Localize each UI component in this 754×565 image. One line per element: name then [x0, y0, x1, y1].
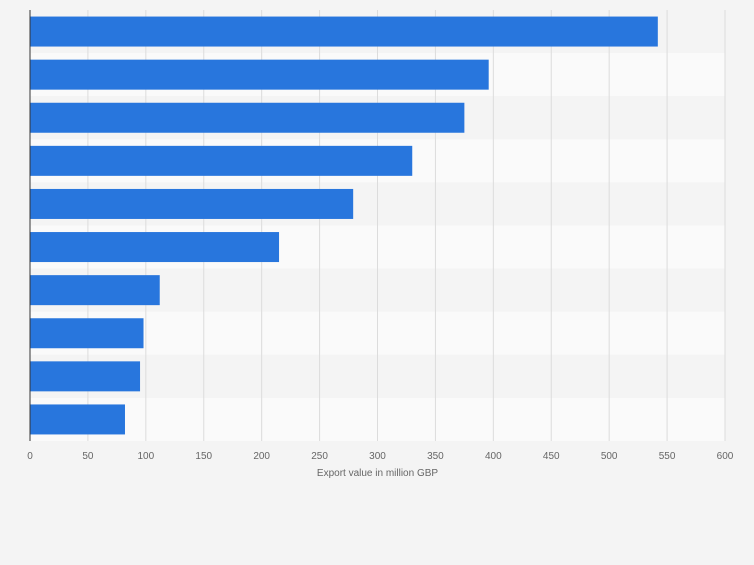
- x-tick-label: 400: [485, 451, 502, 462]
- bar[interactable]: [30, 188, 354, 219]
- x-tick-label: 150: [195, 451, 212, 462]
- x-axis-label: Export value in million GBP: [317, 468, 438, 479]
- x-tick-label: 500: [601, 451, 618, 462]
- x-tick-label: 50: [82, 451, 94, 462]
- bar[interactable]: [30, 59, 489, 90]
- x-tick-label: 200: [253, 451, 270, 462]
- x-axis-tick-labels: 0 50 100 150 200 250 300 350 400 450 500 550 600: [27, 451, 734, 462]
- x-tick-label: 100: [137, 451, 154, 462]
- bar[interactable]: [30, 145, 413, 176]
- x-tick-label: 600: [717, 451, 734, 462]
- x-tick-label: 0: [27, 451, 33, 462]
- bar[interactable]: [30, 102, 465, 133]
- bar[interactable]: [30, 232, 280, 263]
- x-tick-label: 350: [427, 451, 444, 462]
- x-tick-label: 550: [659, 451, 676, 462]
- bars: [30, 16, 658, 435]
- x-tick-label: 450: [543, 451, 560, 462]
- bar[interactable]: [30, 275, 160, 306]
- bar[interactable]: [30, 318, 144, 349]
- bar[interactable]: [30, 361, 141, 392]
- x-tick-label: 250: [311, 451, 328, 462]
- bar[interactable]: [30, 404, 125, 435]
- bar[interactable]: [30, 16, 658, 47]
- x-tick-label: 300: [369, 451, 386, 462]
